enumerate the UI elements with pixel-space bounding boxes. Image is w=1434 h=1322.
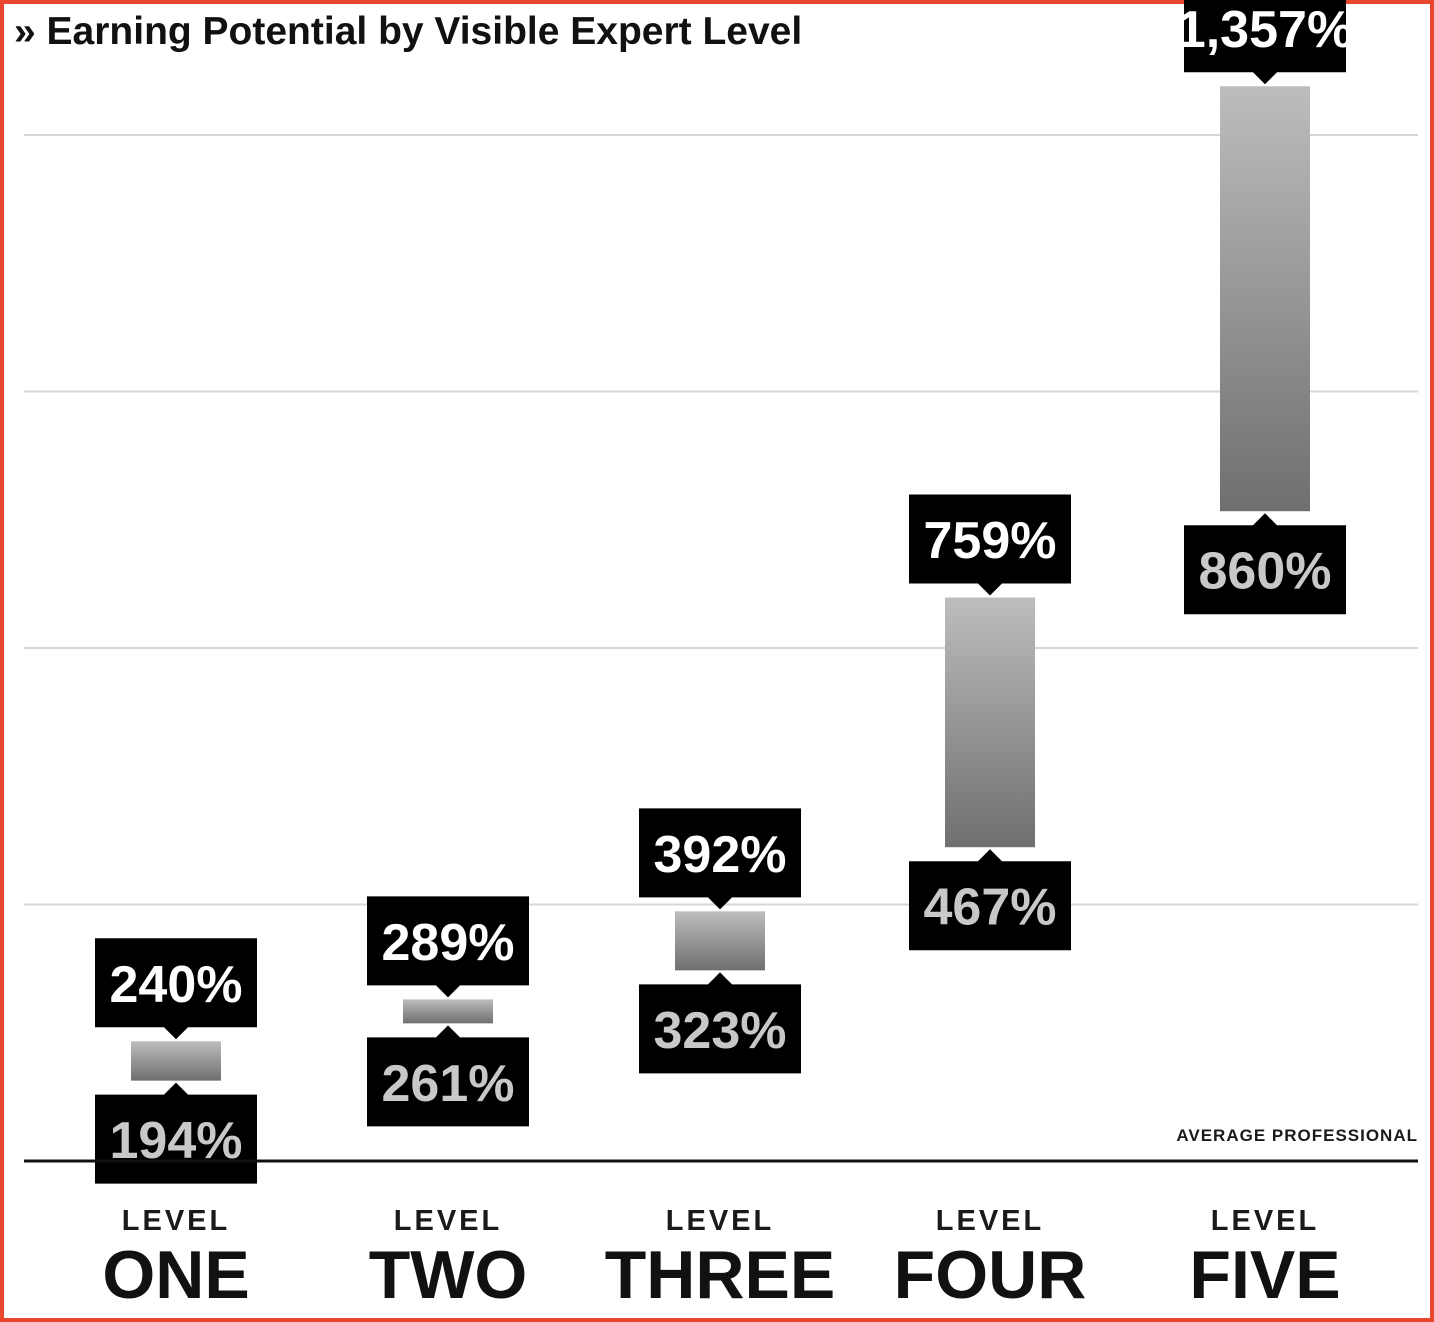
category-label-big-5: FIVE	[1189, 1237, 1340, 1313]
range-bar-2	[403, 999, 493, 1024]
high-label-box-4	[909, 494, 1071, 596]
category-label-big-3: THREE	[605, 1237, 835, 1313]
value-labels: 240%194%289%261%392%323%759%467%1,357%86…	[95, 0, 1353, 1184]
category-label-small-2: LEVEL	[394, 1205, 502, 1237]
category-label-big-1: ONE	[102, 1237, 249, 1313]
low-label-box-5	[1184, 513, 1346, 615]
high-value-label-2: 289%	[382, 914, 515, 972]
high-label-box-2	[367, 896, 529, 998]
low-value-label-2: 261%	[382, 1055, 515, 1113]
low-label-box-4	[909, 849, 1071, 951]
category-label-small-3: LEVEL	[666, 1205, 774, 1237]
gridlines	[24, 134, 1418, 906]
category-label-small-1: LEVEL	[122, 1205, 230, 1237]
range-bar-3	[675, 911, 765, 971]
low-value-label-3: 323%	[654, 1002, 787, 1060]
low-value-label-5: 860%	[1199, 543, 1332, 601]
low-label-box-3	[639, 972, 801, 1074]
range-bar-1	[131, 1041, 221, 1081]
high-value-label-4: 759%	[924, 512, 1057, 570]
low-value-label-4: 467%	[924, 879, 1057, 937]
high-label-box-3	[639, 808, 801, 910]
x-axis: AVERAGE PROFESSIONALLEVELONELEVELTWOLEVE…	[24, 1126, 1418, 1313]
category-label-small-4: LEVEL	[936, 1205, 1044, 1237]
category-label-small-5: LEVEL	[1211, 1205, 1319, 1237]
range-bars	[131, 86, 1310, 1081]
high-label-box-5	[1184, 0, 1346, 85]
high-value-label-3: 392%	[654, 826, 787, 884]
baseline-label: AVERAGE PROFESSIONAL	[1176, 1126, 1418, 1145]
high-label-box-1	[95, 938, 257, 1040]
category-label-big-4: FOUR	[894, 1237, 1087, 1313]
high-value-label-1: 240%	[110, 956, 243, 1014]
category-label-big-2: TWO	[369, 1237, 528, 1313]
low-label-box-2	[367, 1025, 529, 1127]
chart-title: » Earning Potential by Visible Expert Le…	[14, 10, 803, 53]
range-bar-4	[945, 597, 1035, 848]
low-label-box-1	[95, 1082, 257, 1184]
high-value-label-5: 1,357%	[1177, 1, 1353, 59]
range-bar-5	[1220, 86, 1310, 512]
